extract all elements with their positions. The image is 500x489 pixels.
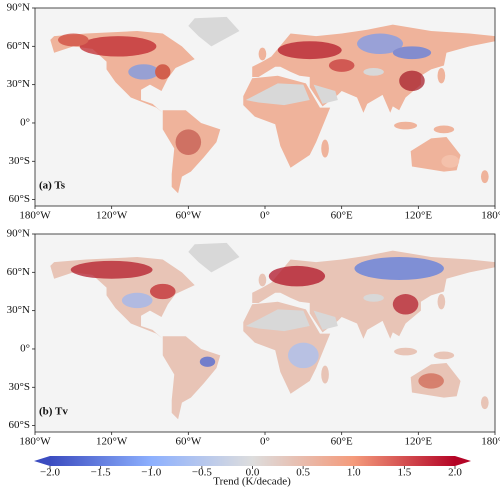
y-tick-label: 90°N (7, 228, 30, 240)
x-tick-label: 60°E (331, 210, 353, 222)
colorbar-tick-label: −0.5 (192, 467, 212, 479)
y-tick-label: 30°S (8, 381, 30, 393)
y-tick-label: 30°N (7, 304, 30, 316)
y-tick-label: 60°S (8, 419, 30, 431)
colorbar-tick-label: −1.0 (141, 467, 161, 479)
colorbar-extend (34, 456, 50, 466)
colorbar-tick-label: 0.0 (246, 467, 260, 479)
x-tick-label: 120°E (405, 436, 433, 448)
x-tick-label: 60°E (331, 436, 353, 448)
x-tick-label: 0° (260, 210, 270, 222)
y-tick-label: 30°S (8, 155, 30, 167)
y-tick-label: 60°N (7, 266, 30, 278)
x-tick-label: 180°W (19, 436, 51, 448)
x-tick-label: 180°E (481, 436, 500, 448)
colorbar: Trend (K/decade) (34, 456, 471, 488)
colorbar-label: Trend (K/decade) (213, 476, 291, 488)
x-tick-label: 120°E (405, 210, 433, 222)
colorbar-tick-label: 0.5 (296, 467, 310, 479)
map-panel-a (34, 7, 496, 207)
y-tick-label: 0° (20, 116, 30, 128)
y-tick-label: 90°N (7, 2, 30, 14)
colorbar-body (50, 456, 455, 466)
x-tick-label: 180°E (481, 210, 500, 222)
panel-label: (b) Tv (39, 406, 68, 418)
x-tick-label: 180°W (19, 210, 51, 222)
y-tick-label: 60°S (8, 193, 30, 205)
colorbar-tick-label: −2.0 (40, 467, 60, 479)
colorbar-tick-label: 1.5 (398, 467, 412, 479)
y-tick-label: 60°N (7, 40, 30, 52)
y-tick-label: 0° (20, 342, 30, 354)
trend-patches (70, 256, 444, 389)
x-tick-label: 60°W (175, 210, 201, 222)
trend-patches (57, 33, 460, 168)
colorbar-tick-label: 1.0 (347, 467, 361, 479)
colorbar-tick-label: −1.5 (91, 467, 111, 479)
y-tick-label: 30°N (7, 78, 30, 90)
x-tick-label: 0° (260, 436, 270, 448)
x-tick-label: 120°W (96, 210, 128, 222)
colorbar-tick-label: 2.0 (448, 467, 462, 479)
panel-label: (a) Ts (39, 180, 66, 192)
map-panel-b (34, 233, 496, 433)
x-tick-label: 120°W (96, 436, 128, 448)
colorbar-extend (455, 456, 471, 466)
x-tick-label: 60°W (175, 436, 201, 448)
